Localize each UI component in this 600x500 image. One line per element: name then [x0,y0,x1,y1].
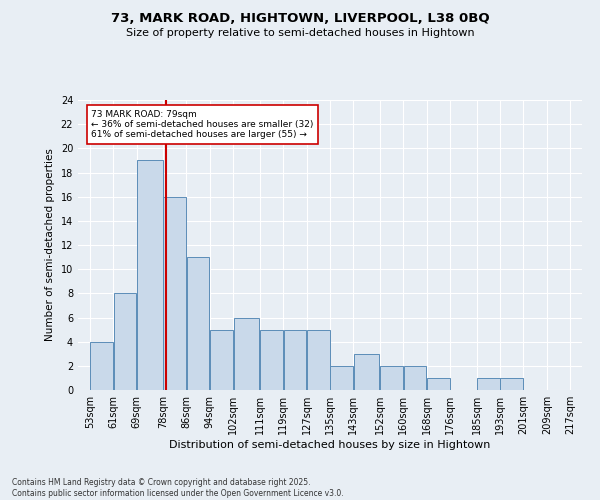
Bar [210,330,233,390]
Bar [477,378,500,390]
Bar [260,330,283,390]
Bar [113,294,136,390]
Bar [90,342,113,390]
Bar [163,196,186,390]
Bar [427,378,450,390]
Bar [380,366,403,390]
Bar [284,330,306,390]
Bar [354,354,379,390]
Bar [404,366,426,390]
Bar [331,366,353,390]
Y-axis label: Number of semi-detached properties: Number of semi-detached properties [45,148,55,342]
Text: 73, MARK ROAD, HIGHTOWN, LIVERPOOL, L38 0BQ: 73, MARK ROAD, HIGHTOWN, LIVERPOOL, L38 … [110,12,490,26]
Bar [500,378,523,390]
Bar [234,318,259,390]
X-axis label: Distribution of semi-detached houses by size in Hightown: Distribution of semi-detached houses by … [169,440,491,450]
Text: 73 MARK ROAD: 79sqm
← 36% of semi-detached houses are smaller (32)
61% of semi-d: 73 MARK ROAD: 79sqm ← 36% of semi-detach… [91,110,314,140]
Bar [187,257,209,390]
Bar [307,330,329,390]
Text: Size of property relative to semi-detached houses in Hightown: Size of property relative to semi-detach… [125,28,475,38]
Bar [137,160,163,390]
Text: Contains HM Land Registry data © Crown copyright and database right 2025.
Contai: Contains HM Land Registry data © Crown c… [12,478,344,498]
